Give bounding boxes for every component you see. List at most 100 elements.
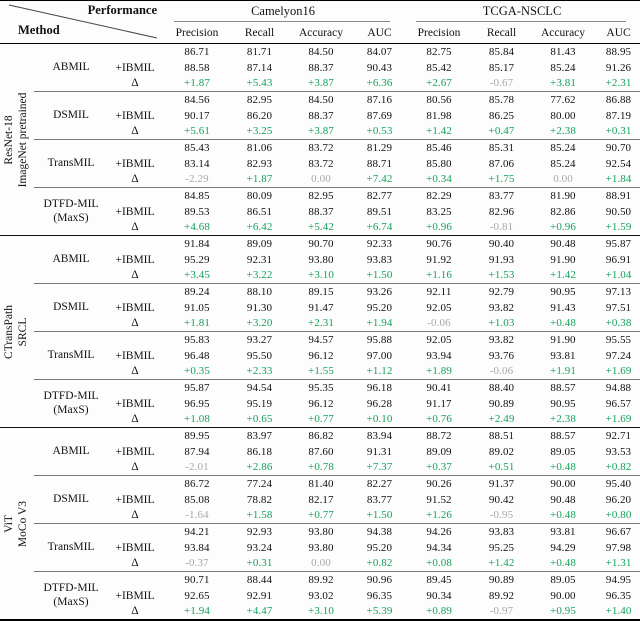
metric-value-cell: 93.81 <box>529 523 598 540</box>
delta-value-cell: +0.78 <box>308 461 334 474</box>
metric-value-cell: 82.29 <box>404 187 475 204</box>
delta-value-cell: +0.37 <box>426 461 452 474</box>
table-header: Performance Method Camelyon16 TCGA-NSCLC… <box>0 0 640 44</box>
metric-value-cell: 91.31 <box>366 445 393 458</box>
metric-value-cell: 90.95 <box>550 397 576 410</box>
metric-value-cell: 90.48 <box>529 235 598 252</box>
metric-value-cell: 77.62 <box>529 91 598 108</box>
metric-value-cell: 88.37 <box>308 109 334 122</box>
delta-value-cell: +3.22 <box>246 269 273 282</box>
metric-value-cell: 91.37 <box>474 475 530 492</box>
ibmil-row-label: +IBMIL <box>115 301 155 314</box>
metric-value-cell: 90.48 <box>550 493 576 506</box>
delta-value-cell: +1.50 <box>366 269 393 282</box>
metric-value-cell: 90.26 <box>404 475 475 492</box>
corner-cell: Performance Method <box>0 0 162 44</box>
delta-value-cell: +3.25 <box>246 125 273 138</box>
metric-value-cell: 96.28 <box>366 397 393 410</box>
metric-value-cell: 90.50 <box>605 205 632 218</box>
delta-value-cell: +0.77 <box>308 509 334 522</box>
metric-value-cell: 81.29 <box>355 139 405 156</box>
empty-row-label <box>108 91 162 108</box>
delta-value-cell: -1.64 <box>185 509 209 522</box>
metric-value-cell: 92.11 <box>404 283 475 300</box>
delta-row-label: Δ <box>131 365 139 378</box>
delta-value-cell: +0.35 <box>184 365 210 378</box>
delta-value-cell: +0.96 <box>550 221 576 234</box>
metric-value-cell: 95.20 <box>366 541 393 554</box>
delta-value-cell: +0.47 <box>488 125 515 138</box>
metric-value-cell: 88.57 <box>529 427 598 444</box>
metric-header: AUC <box>597 22 640 44</box>
delta-value-cell: +0.31 <box>246 557 273 570</box>
delta-value-cell: +1.26 <box>426 509 452 522</box>
metric-value-cell: 88.10 <box>232 283 287 300</box>
method-name: TransMIL <box>34 331 108 380</box>
delta-value-cell: +0.82 <box>605 461 632 474</box>
metric-value-cell: 83.72 <box>287 139 355 156</box>
metric-value-cell: 90.70 <box>597 139 640 156</box>
metric-value-cell: 86.88 <box>597 91 640 108</box>
delta-value-cell: -0.95 <box>489 509 514 522</box>
backbone-label: ResNet-18 ImageNet pretrained <box>3 92 29 187</box>
delta-value-cell: +0.51 <box>488 461 515 474</box>
delta-value-cell: +0.48 <box>550 461 576 474</box>
metric-value-cell: 90.70 <box>287 235 355 252</box>
metric-value-cell: 96.91 <box>605 253 632 266</box>
metric-header: Precision <box>404 22 475 44</box>
delta-value-cell: +1.42 <box>550 269 576 282</box>
delta-value-cell: +1.08 <box>184 413 210 426</box>
diagonal-divider <box>0 1 162 43</box>
delta-value-cell: +0.34 <box>426 173 452 186</box>
table-row: DSMIL 89.24 88.10 89.15 93.26 92.11 92.79 90.95… <box>0 283 640 332</box>
metric-value-cell: 93.80 <box>308 541 334 554</box>
ibmil-row-label: +IBMIL <box>115 157 155 170</box>
table-row: Δ +1.81 +3.20 +2.31 +1.94 -0.06 +1.03 +0.48 +0.3… <box>0 315 640 331</box>
delta-row-label: Δ <box>131 605 139 618</box>
delta-value-cell: +1.55 <box>308 365 334 378</box>
delta-value-cell: +5.43 <box>246 77 273 90</box>
method-name: DTFD-MIL (MaxS) <box>34 187 108 236</box>
metric-value-cell: 93.84 <box>184 541 210 554</box>
metric-value-cell: 84.07 <box>366 45 393 58</box>
delta-value-cell: +0.80 <box>605 509 632 522</box>
delta-value-cell: +1.69 <box>605 365 632 378</box>
delta-value-cell: +1.59 <box>605 221 632 234</box>
metric-value-cell: 88.44 <box>232 571 287 588</box>
metric-value-cell: 85.31 <box>474 139 530 156</box>
metric-value-cell: 92.93 <box>232 523 287 540</box>
metric-value-cell: 91.90 <box>529 331 598 348</box>
metric-value-cell: 90.41 <box>404 379 475 396</box>
metric-value-cell: 80.09 <box>232 187 287 204</box>
metric-value-cell: 91.05 <box>184 301 210 314</box>
delta-value-cell: +1.69 <box>605 413 632 426</box>
metric-value-cell: 96.12 <box>308 349 334 362</box>
metric-value-cell: 81.98 <box>426 109 452 122</box>
metric-value-cell: 94.26 <box>404 523 475 540</box>
delta-value-cell: +0.48 <box>550 557 576 570</box>
metric-value-cell: 93.80 <box>287 523 355 540</box>
metric-value-cell: 94.88 <box>597 379 640 396</box>
delta-row-label: Δ <box>131 413 139 426</box>
metric-value-cell: 93.83 <box>474 523 530 540</box>
metric-value-cell: 88.37 <box>308 61 334 74</box>
metric-value-cell: 93.81 <box>550 349 576 362</box>
delta-value-cell: +1.94 <box>366 317 393 330</box>
method-name: TransMIL <box>34 139 108 188</box>
ibmil-row-label: +IBMIL <box>115 397 155 410</box>
metric-value-cell: 95.87 <box>597 235 640 252</box>
delta-value-cell: -0.06 <box>489 365 514 378</box>
metric-value-cell: 93.26 <box>355 283 405 300</box>
delta-value-cell: +7.42 <box>366 173 393 186</box>
metric-value-cell: 82.17 <box>308 493 334 506</box>
empty-row-label <box>108 331 162 348</box>
metric-value-cell: 85.24 <box>529 139 598 156</box>
empty-row-label <box>108 427 162 444</box>
metric-value-cell: 89.95 <box>162 427 232 444</box>
metric-value-cell: 92.79 <box>474 283 530 300</box>
empty-row-label <box>108 235 162 252</box>
empty-row-label <box>108 283 162 300</box>
metric-value-cell: 90.17 <box>184 109 210 122</box>
metric-value-cell: 89.51 <box>366 205 393 218</box>
metric-value-cell: 94.57 <box>287 331 355 348</box>
